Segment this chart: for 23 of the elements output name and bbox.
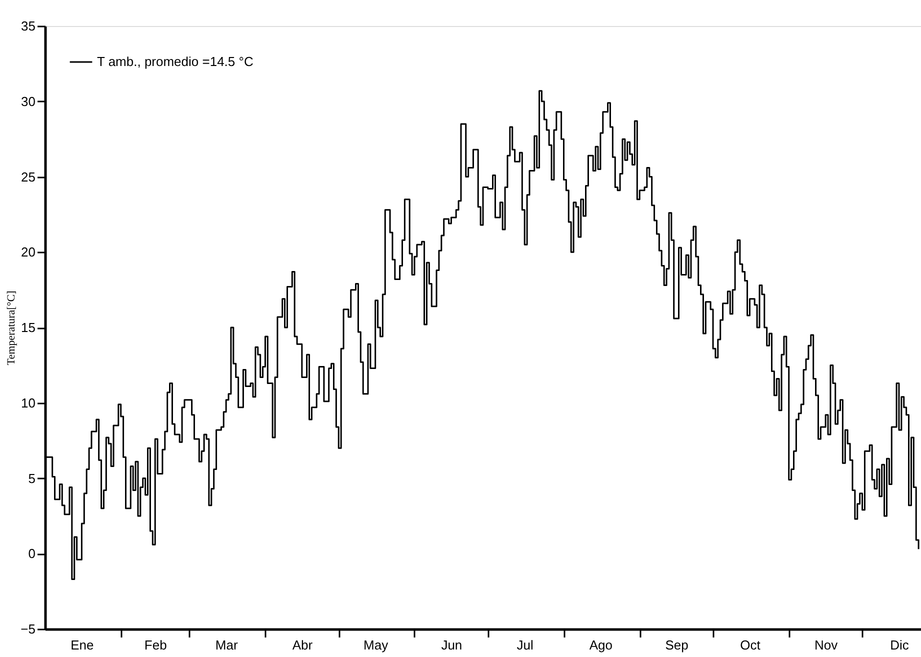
y-axis-title: Temperatura[°C]: [6, 290, 18, 366]
x-tick-label: May: [364, 638, 389, 652]
x-tick-label: Ago: [589, 638, 613, 652]
x-tick-label: Jul: [516, 638, 534, 652]
y-tick-label: 30: [21, 94, 36, 109]
x-tick-label: Mar: [215, 638, 238, 652]
y-tick-label: 20: [21, 244, 36, 260]
x-tick-label: Dic: [890, 638, 910, 652]
y-tick-label: 35: [21, 18, 36, 34]
y-tick-label: 25: [21, 169, 36, 184]
x-tick-label: Feb: [144, 638, 167, 652]
y-tick-label: 15: [21, 320, 36, 335]
y-tick-label: 0: [28, 546, 36, 562]
legend-label: T amb., promedio =14.5 °C: [97, 54, 254, 69]
x-tick-label: Oct: [740, 638, 761, 652]
x-tick-label: Sep: [665, 638, 688, 652]
x-tick-label: Ene: [70, 638, 94, 652]
y-tick-label: 10: [21, 395, 36, 410]
x-tick-label: Abr: [292, 638, 314, 652]
y-tick-label: −5: [20, 622, 36, 636]
y-tick-label: 5: [28, 470, 36, 486]
x-tick-label: Jun: [441, 638, 462, 652]
x-tick-label: Nov: [814, 638, 838, 652]
